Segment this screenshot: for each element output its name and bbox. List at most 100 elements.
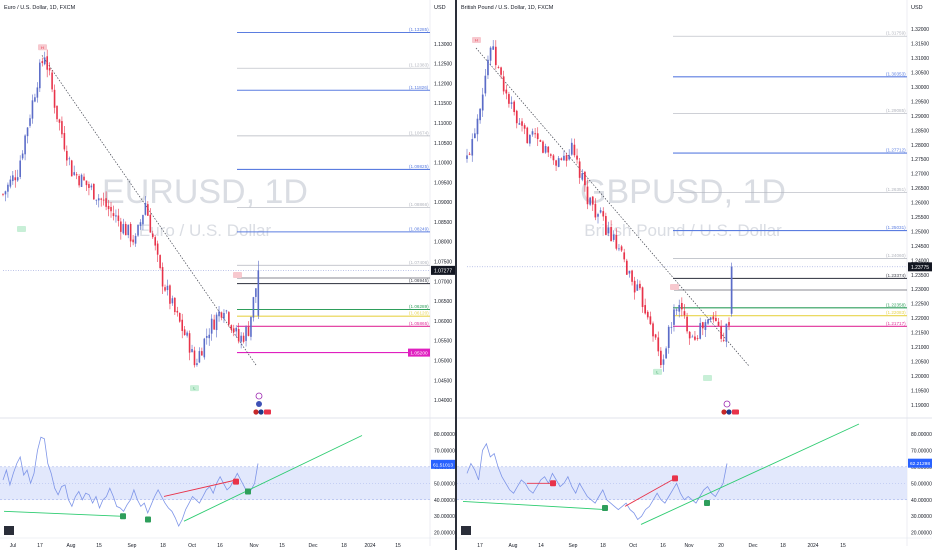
price-level-label: (1.11826) xyxy=(409,85,429,90)
tradingview-logo-icon xyxy=(461,526,471,535)
gbpusd-chart-panel[interactable]: British Pound / U.S. Dollar, 1D, FXCM GBP… xyxy=(457,0,932,550)
rsi-signal-marker xyxy=(704,500,710,507)
economic-event-icon xyxy=(255,392,263,400)
flag-us-icon xyxy=(726,409,732,415)
candle-body xyxy=(161,267,164,287)
price-level-label: 1.05200 xyxy=(410,351,428,357)
x-tick-label: Nov xyxy=(685,543,694,549)
candle-body xyxy=(531,131,534,135)
x-tick-label: 15 xyxy=(840,543,846,549)
pivot-low-badge xyxy=(17,226,26,232)
last-price-tag xyxy=(908,262,932,272)
candle-body xyxy=(250,316,252,337)
candle-body xyxy=(174,297,176,313)
y-tick-label: 1.23000 xyxy=(911,287,929,293)
candle-body xyxy=(14,177,17,181)
price-level-label: (1.27712) xyxy=(886,148,906,153)
rsi-tick-label: 40.00000 xyxy=(911,498,932,504)
candle-body xyxy=(542,141,544,153)
y-tick-label: 1.25500 xyxy=(911,215,929,221)
candle-body xyxy=(105,198,107,207)
candle-body xyxy=(728,322,730,326)
price-level-label: (1.22083) xyxy=(886,310,906,315)
candle-body xyxy=(652,323,654,337)
x-tick-label: Oct xyxy=(629,543,637,549)
y-tick-label: 1.05500 xyxy=(434,339,452,345)
candle-body xyxy=(628,270,631,274)
x-tick-label: Oct xyxy=(188,543,196,549)
candle-body xyxy=(474,133,476,139)
candle-body xyxy=(112,213,115,217)
candle-body xyxy=(70,160,73,177)
rsi-line xyxy=(2,436,259,528)
rsi-trendline xyxy=(163,479,237,497)
candle-body xyxy=(51,72,53,90)
candle-body xyxy=(43,57,46,65)
candle-body xyxy=(176,310,179,313)
candle-body xyxy=(201,351,203,356)
rsi-signal-marker xyxy=(245,488,251,495)
flag-eu-icon xyxy=(253,409,259,415)
candle-body xyxy=(691,336,694,338)
trendline-dotted xyxy=(475,47,750,367)
candle-body xyxy=(252,297,255,318)
pivot-low-badge xyxy=(703,375,712,381)
price-level-label: (1.06945) xyxy=(409,278,429,283)
swing-high-label: H xyxy=(475,38,478,43)
y-tick-label: 1.23500 xyxy=(911,273,929,279)
flag-us-icon xyxy=(258,409,264,415)
y-tick-label: 1.30000 xyxy=(911,85,929,91)
panel-separator[interactable] xyxy=(455,0,457,550)
y-tick-label: 1.10500 xyxy=(434,141,452,147)
candle-body xyxy=(237,328,240,342)
y-tick-label: 1.12000 xyxy=(434,81,452,87)
candle-body xyxy=(489,47,492,61)
y-tick-label: 1.05000 xyxy=(434,359,452,365)
candle-body xyxy=(660,350,662,366)
candle-body xyxy=(529,134,531,144)
candle-body xyxy=(694,336,696,340)
candle-body xyxy=(29,118,31,126)
y-tick-label: 1.21500 xyxy=(911,331,929,337)
candle-body xyxy=(68,158,71,160)
price-level-label: (1.30353) xyxy=(886,71,906,76)
candle-body xyxy=(605,216,607,235)
y-tick-label: 1.30500 xyxy=(911,71,929,77)
axis-title: USD xyxy=(434,5,446,11)
candle-body xyxy=(466,155,468,159)
candle-body xyxy=(117,215,120,221)
candle-body xyxy=(547,146,550,153)
x-tick-label: Nov xyxy=(250,543,259,549)
candle-body xyxy=(115,215,117,217)
rsi-tick-label: 50.00000 xyxy=(434,481,455,487)
price-level-label: (1.25031) xyxy=(886,225,906,230)
candle-body xyxy=(557,158,560,167)
flag-eu-icon xyxy=(721,409,727,415)
candle-body xyxy=(612,234,615,240)
candle-body xyxy=(203,338,206,358)
candle-body xyxy=(171,298,174,304)
eurusd-chart-panel[interactable]: Euro / U.S. Dollar, 1D, FXCM EURUSD, 1D Eu… xyxy=(0,0,455,550)
rsi-tick-label: 80.00000 xyxy=(911,432,932,438)
rsi-tick-label: 70.00000 xyxy=(434,448,455,454)
candle-body xyxy=(492,46,495,50)
candle-body xyxy=(36,87,39,98)
candle-body xyxy=(235,327,238,332)
y-tick-label: 1.29500 xyxy=(911,99,929,105)
candle-body xyxy=(53,89,56,108)
candle-body xyxy=(110,206,112,212)
candle-body xyxy=(95,199,98,201)
rsi-tick-label: 20.00000 xyxy=(911,531,932,537)
y-tick-label: 1.06000 xyxy=(434,319,452,325)
y-tick-label: 1.19500 xyxy=(911,388,929,394)
candle-body xyxy=(16,177,19,181)
price-level-label: (1.09825) xyxy=(409,164,429,169)
price-level-label: (1.08249) xyxy=(409,226,429,231)
rsi-tick-label: 20.00000 xyxy=(434,531,455,537)
rsi-tick-label: 80.00000 xyxy=(434,432,455,438)
candle-body xyxy=(159,255,161,269)
candle-body xyxy=(245,326,247,341)
candle-body xyxy=(623,252,626,260)
candle-body xyxy=(523,125,526,129)
rsi-tick-label: 30.00000 xyxy=(434,514,455,520)
